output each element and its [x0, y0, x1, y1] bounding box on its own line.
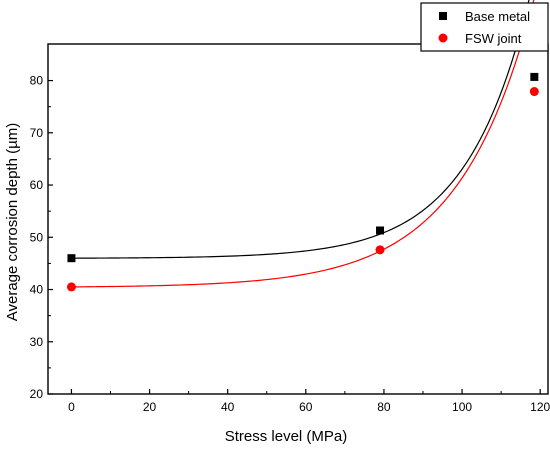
x-tick-label: 0	[68, 400, 75, 414]
plot-frame	[47, 43, 549, 395]
legend-box	[420, 2, 549, 52]
y-tick-label: 60	[30, 178, 44, 192]
y-tick-label: 70	[30, 126, 44, 140]
y-tick-label: 80	[30, 74, 44, 88]
fit-curves	[71, 0, 535, 288]
x-tick-label: 80	[377, 400, 391, 414]
x-tick-label: 60	[299, 400, 313, 414]
y-tick-label: 30	[30, 335, 44, 349]
data-point-square	[67, 254, 76, 263]
data-point-square	[530, 72, 539, 81]
x-axis-title: Stress level (MPa)	[225, 428, 348, 445]
y-tick-label: 40	[30, 283, 44, 297]
x-tick-label: 100	[452, 400, 472, 414]
legend: Base metal FSW joint	[420, 2, 549, 52]
data-point-square	[376, 226, 385, 235]
x-tick-label: 20	[143, 400, 157, 414]
data-point-circle	[66, 282, 76, 292]
axes: 0 20 40 60 80 100 120 20 30 40 50 60 70 80	[30, 43, 550, 414]
x-tick-label: 120	[530, 400, 550, 414]
y-tick-label: 50	[30, 230, 44, 244]
data-point-circle	[529, 87, 539, 97]
y-tick-label: 20	[30, 387, 44, 401]
legend-swatch-circle	[438, 33, 448, 43]
legend-label: FSW joint	[465, 31, 522, 46]
x-tick-label: 40	[221, 400, 235, 414]
legend-swatch-square	[439, 12, 447, 20]
data-markers	[66, 72, 539, 292]
data-point-circle	[375, 245, 385, 255]
fit-curve-fsw-joint	[71, 0, 535, 288]
legend-label: Base metal	[465, 9, 530, 24]
y-axis-title: Average corrosion depth (µm)	[4, 123, 21, 321]
fit-curve-base-metal	[71, 0, 530, 259]
